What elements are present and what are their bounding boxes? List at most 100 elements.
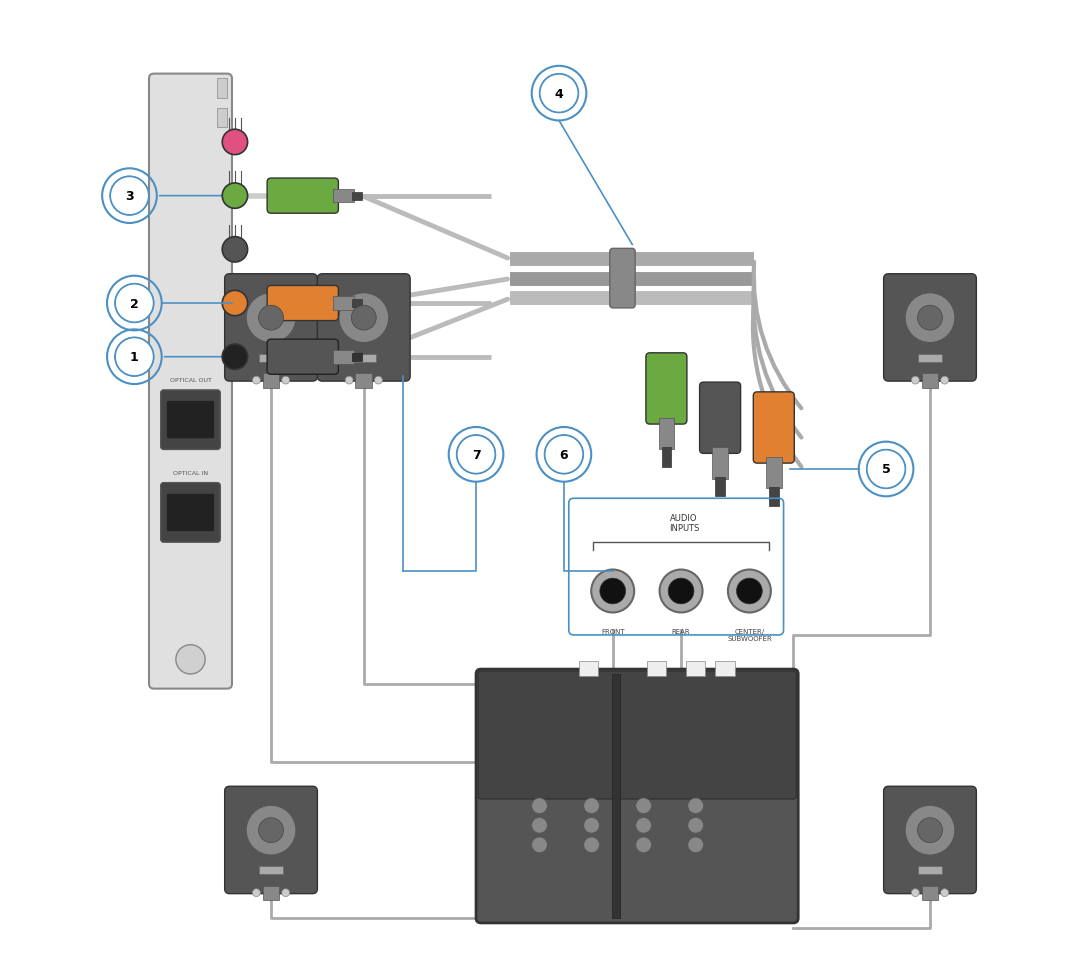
Circle shape <box>246 293 296 343</box>
Circle shape <box>246 806 296 855</box>
Circle shape <box>456 436 495 474</box>
Circle shape <box>222 238 247 263</box>
Circle shape <box>600 579 626 604</box>
Circle shape <box>532 798 547 814</box>
FancyBboxPatch shape <box>699 382 740 454</box>
Circle shape <box>374 377 382 384</box>
Bar <box>658 419 674 450</box>
Circle shape <box>688 818 704 833</box>
Bar <box>661 448 671 467</box>
Circle shape <box>636 798 652 814</box>
FancyBboxPatch shape <box>161 390 220 450</box>
Circle shape <box>339 293 388 343</box>
FancyBboxPatch shape <box>161 483 220 543</box>
Circle shape <box>110 177 149 215</box>
Bar <box>921 886 939 901</box>
FancyBboxPatch shape <box>224 275 317 381</box>
Bar <box>217 79 227 99</box>
Circle shape <box>222 130 247 156</box>
Bar <box>715 477 725 497</box>
FancyBboxPatch shape <box>166 401 215 439</box>
Circle shape <box>540 75 578 113</box>
Circle shape <box>115 285 153 323</box>
Circle shape <box>222 184 247 209</box>
Circle shape <box>259 306 284 331</box>
FancyBboxPatch shape <box>268 339 339 375</box>
Circle shape <box>917 818 942 843</box>
Circle shape <box>176 645 205 674</box>
FancyBboxPatch shape <box>610 249 636 309</box>
Bar <box>769 487 779 507</box>
Circle shape <box>941 889 948 897</box>
Bar <box>612 674 620 918</box>
Circle shape <box>728 570 770 613</box>
Circle shape <box>636 818 652 833</box>
Circle shape <box>659 570 702 613</box>
Bar <box>332 297 354 311</box>
Circle shape <box>905 806 955 855</box>
Bar <box>217 109 227 128</box>
Circle shape <box>584 818 599 833</box>
Circle shape <box>115 338 153 377</box>
Circle shape <box>737 579 762 604</box>
Circle shape <box>282 377 289 384</box>
Text: 3: 3 <box>125 190 134 202</box>
Bar <box>263 886 279 901</box>
FancyBboxPatch shape <box>224 786 317 894</box>
Circle shape <box>584 837 599 853</box>
Text: REAR: REAR <box>672 629 691 635</box>
FancyBboxPatch shape <box>268 287 339 321</box>
Circle shape <box>688 837 704 853</box>
Bar <box>352 193 361 200</box>
Bar <box>355 374 372 388</box>
FancyBboxPatch shape <box>149 74 232 689</box>
FancyBboxPatch shape <box>646 353 687 424</box>
Bar <box>352 300 361 308</box>
Circle shape <box>591 570 634 613</box>
Text: 2: 2 <box>129 297 139 310</box>
Circle shape <box>222 291 247 317</box>
Bar <box>647 661 667 676</box>
Bar <box>917 867 942 874</box>
Bar <box>259 867 284 874</box>
FancyBboxPatch shape <box>166 494 215 532</box>
Circle shape <box>668 579 694 604</box>
Bar <box>332 350 354 364</box>
Text: 5: 5 <box>882 463 890 476</box>
Circle shape <box>941 377 948 384</box>
FancyBboxPatch shape <box>753 392 794 464</box>
Circle shape <box>222 344 247 370</box>
FancyBboxPatch shape <box>478 671 796 799</box>
Bar <box>917 354 942 362</box>
Text: 6: 6 <box>560 448 569 462</box>
Circle shape <box>636 837 652 853</box>
Text: AUDIO
INPUTS: AUDIO INPUTS <box>669 513 699 533</box>
Bar <box>715 661 735 676</box>
Text: FRONT: FRONT <box>601 629 625 635</box>
FancyBboxPatch shape <box>268 179 339 214</box>
Bar <box>352 353 361 361</box>
Bar <box>259 354 284 362</box>
FancyBboxPatch shape <box>476 669 798 923</box>
FancyBboxPatch shape <box>884 275 976 381</box>
Text: 1: 1 <box>129 351 139 364</box>
Circle shape <box>545 436 583 474</box>
Circle shape <box>912 889 919 897</box>
Circle shape <box>584 798 599 814</box>
FancyBboxPatch shape <box>317 275 410 381</box>
Circle shape <box>866 451 905 489</box>
Circle shape <box>905 293 955 343</box>
Bar <box>921 374 939 388</box>
Bar <box>686 661 706 676</box>
Bar <box>352 354 377 362</box>
Bar <box>712 448 728 479</box>
Bar <box>578 661 598 676</box>
Bar <box>332 190 354 203</box>
Text: 4: 4 <box>555 88 563 101</box>
Text: 7: 7 <box>472 448 480 462</box>
Circle shape <box>252 889 260 897</box>
Text: CENTER/
SUBWOOFER: CENTER/ SUBWOOFER <box>727 629 771 641</box>
Circle shape <box>345 377 353 384</box>
Circle shape <box>688 798 704 814</box>
Circle shape <box>912 377 919 384</box>
